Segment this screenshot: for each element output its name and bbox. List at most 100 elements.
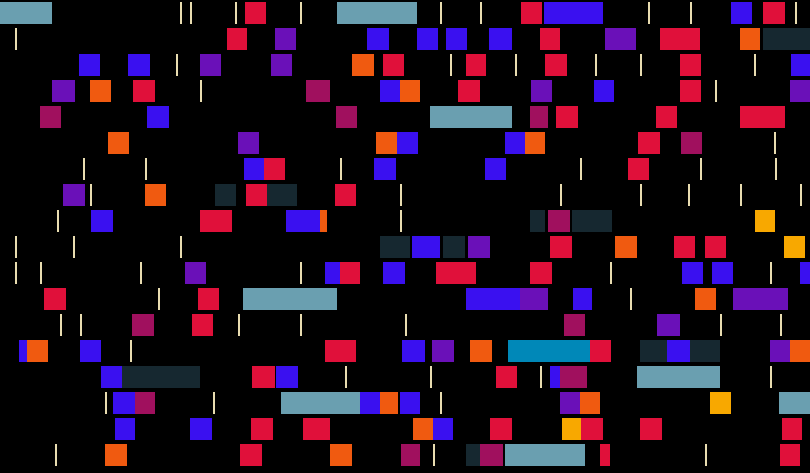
color-block-teal: [637, 366, 720, 388]
color-block-red: [44, 288, 66, 310]
thin-line-mark: [770, 366, 772, 388]
thin-line-mark: [430, 366, 432, 388]
color-block-red: [133, 80, 155, 102]
color-block-magenta: [480, 444, 503, 466]
color-block-blue: [113, 392, 135, 414]
color-block-red: [335, 184, 356, 206]
color-block-red: [200, 210, 232, 232]
thin-line-mark: [140, 262, 142, 284]
color-block-red: [198, 288, 219, 310]
color-block-purple: [200, 54, 221, 76]
color-block-red: [628, 158, 649, 180]
thin-line-mark: [213, 392, 215, 414]
color-block-red: [705, 236, 726, 258]
color-block-teal: [505, 444, 585, 466]
color-block-orange: [470, 340, 492, 362]
color-block-red: [521, 2, 542, 24]
color-block-amber: [784, 236, 805, 258]
color-block-blue: [367, 28, 389, 50]
color-block-red: [240, 444, 262, 466]
thin-line-mark: [640, 184, 642, 206]
color-block-red: [383, 54, 404, 76]
thin-line-mark: [105, 392, 107, 414]
color-block-blue: [380, 80, 400, 102]
color-block-blue: [417, 28, 438, 50]
color-block-blue: [400, 392, 420, 414]
color-block-red: [590, 340, 611, 362]
thin-line-mark: [300, 314, 302, 336]
color-block-red: [246, 184, 267, 206]
color-block-red: [763, 2, 785, 24]
thin-line-mark: [440, 392, 442, 414]
thin-line-mark: [720, 314, 722, 336]
thin-line-mark: [57, 210, 59, 232]
color-block-blue: [147, 106, 169, 128]
color-block-amber: [710, 392, 731, 414]
color-block-orange: [352, 54, 374, 76]
color-block-purple: [275, 28, 296, 50]
color-block-orange: [790, 340, 810, 362]
thin-line-mark: [73, 236, 75, 258]
color-block-red: [325, 340, 356, 362]
thin-line-mark: [715, 80, 717, 102]
thin-line-mark: [648, 2, 650, 24]
color-block-purple: [271, 54, 292, 76]
color-block-red: [674, 236, 695, 258]
color-block-orange: [145, 184, 166, 206]
color-block-purple: [238, 132, 259, 154]
color-block-blue: [412, 236, 440, 258]
color-block-dark: [443, 236, 465, 258]
thin-line-mark: [190, 2, 192, 24]
color-block-dark: [466, 444, 480, 466]
thin-line-mark: [515, 54, 517, 76]
color-block-teal: [0, 2, 52, 24]
thin-line-mark: [795, 2, 797, 24]
thin-line-mark: [405, 314, 407, 336]
color-block-red: [251, 418, 273, 440]
color-block-orange: [695, 288, 716, 310]
color-block-blue: [800, 262, 810, 284]
color-block-orange: [413, 418, 433, 440]
color-block-teal: [243, 288, 337, 310]
thin-line-mark: [83, 158, 85, 180]
color-block-orange: [320, 210, 327, 232]
color-block-red: [540, 28, 560, 50]
color-block-red: [466, 54, 486, 76]
thin-line-mark: [700, 158, 702, 180]
color-block-blue: [115, 418, 135, 440]
thin-line-mark: [580, 158, 582, 180]
color-block-red: [550, 236, 572, 258]
color-block-blue: [402, 340, 425, 362]
color-block-red: [556, 106, 578, 128]
color-block-purple: [605, 28, 636, 50]
thin-line-mark: [640, 54, 642, 76]
color-block-teal: [430, 106, 512, 128]
color-block-red: [340, 262, 360, 284]
thin-line-mark: [560, 184, 562, 206]
color-block-blue: [325, 262, 340, 284]
color-block-orange: [615, 236, 637, 258]
thin-line-mark: [440, 2, 442, 24]
color-block-red: [490, 418, 512, 440]
color-block-red: [780, 444, 800, 466]
color-block-purple: [468, 236, 490, 258]
color-block-red: [638, 132, 660, 154]
color-block-dark: [640, 340, 667, 362]
color-block-cyan: [508, 340, 590, 362]
thin-line-mark: [130, 340, 132, 362]
thin-line-mark: [145, 158, 147, 180]
color-block-red: [660, 28, 700, 50]
thin-line-mark: [15, 262, 17, 284]
thin-line-mark: [770, 262, 772, 284]
color-block-blue: [682, 262, 703, 284]
color-block-purple: [770, 340, 790, 362]
color-block-purple: [63, 184, 85, 206]
thin-line-mark: [15, 236, 17, 258]
color-block-blue: [446, 28, 467, 50]
thin-line-mark: [60, 314, 62, 336]
color-block-dark: [763, 28, 810, 50]
color-block-red: [740, 106, 785, 128]
color-block-orange: [580, 392, 600, 414]
color-block-purple: [432, 340, 454, 362]
